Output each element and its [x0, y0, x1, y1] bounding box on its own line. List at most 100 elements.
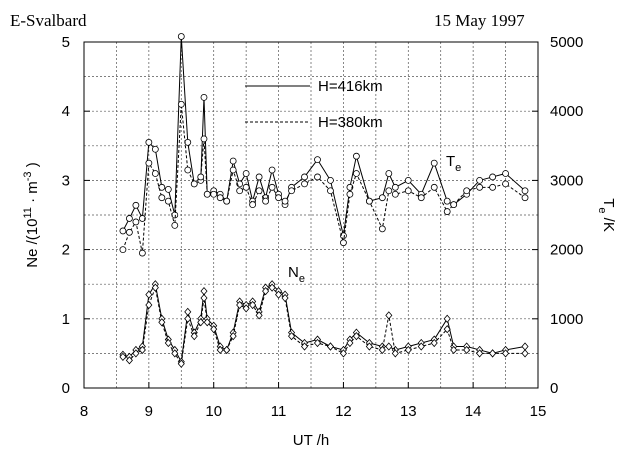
y2-axis-label: Te /K: [596, 198, 617, 232]
marker: [223, 345, 231, 355]
marker: [385, 170, 393, 177]
marker: [430, 183, 438, 191]
marker: [236, 300, 244, 310]
y2-tick-label: 1000: [550, 311, 583, 328]
marker: [281, 293, 289, 303]
marker: [476, 349, 484, 358]
x-tick-label: 15: [530, 403, 547, 420]
y2-tick-label: 0: [550, 380, 558, 397]
marker: [164, 338, 172, 348]
marker: [138, 345, 146, 355]
ne-annotation: Ne: [288, 264, 305, 285]
marker: [119, 352, 127, 361]
marker: [450, 345, 458, 355]
marker: [138, 249, 146, 257]
legend-label: H=416km: [318, 78, 383, 95]
marker: [417, 342, 425, 351]
marker: [502, 170, 509, 177]
marker: [288, 187, 295, 195]
marker: [190, 331, 198, 341]
marker: [352, 152, 360, 160]
marker: [184, 307, 192, 316]
marker: [197, 318, 205, 327]
marker: [229, 331, 237, 341]
marker: [378, 194, 386, 202]
marker: [346, 338, 354, 348]
series-line: [122, 36, 526, 236]
marker: [521, 187, 529, 195]
marker: [216, 194, 224, 202]
marker: [200, 93, 208, 101]
x-tick-label: 10: [205, 403, 222, 420]
marker: [327, 187, 334, 195]
marker: [255, 173, 263, 181]
marker: [476, 176, 484, 184]
marker: [300, 342, 309, 351]
marker: [242, 304, 250, 313]
marker: [184, 314, 192, 323]
marker: [430, 159, 438, 167]
marker: [443, 325, 451, 334]
marker: [255, 187, 263, 195]
y-tick-label: 0: [62, 380, 70, 397]
marker: [151, 145, 159, 153]
marker: [242, 183, 250, 191]
marker: [326, 342, 334, 351]
marker: [158, 194, 166, 202]
marker: [177, 359, 185, 368]
y-tick-label: 5: [62, 34, 70, 51]
marker: [119, 227, 127, 235]
marker: [391, 349, 399, 358]
marker: [489, 183, 497, 191]
marker: [125, 228, 133, 236]
marker: [521, 194, 529, 202]
marker: [184, 166, 192, 174]
x-tick-label: 14: [465, 403, 482, 420]
marker: [340, 232, 347, 240]
marker: [378, 345, 386, 355]
marker: [443, 197, 451, 205]
marker: [378, 225, 386, 233]
x-axis-label: UT /h: [293, 432, 329, 449]
marker: [262, 197, 270, 205]
marker: [145, 159, 153, 167]
marker: [125, 356, 133, 365]
y-tick-label: 1: [62, 311, 70, 328]
y2-tick-label: 3000: [550, 172, 583, 189]
marker: [132, 201, 140, 209]
marker: [249, 201, 257, 209]
marker: [145, 290, 153, 299]
marker: [190, 180, 198, 188]
marker: [125, 215, 133, 222]
marker: [314, 173, 321, 181]
marker: [210, 325, 218, 334]
marker: [200, 293, 208, 303]
marker: [346, 190, 354, 198]
marker: [171, 221, 179, 229]
marker: [521, 342, 529, 351]
y-tick-label: 3: [62, 172, 70, 189]
marker: [177, 100, 185, 108]
marker: [385, 311, 393, 320]
x-tick-label: 9: [145, 403, 153, 420]
marker: [275, 194, 282, 202]
x-tick-label: 12: [335, 403, 352, 420]
marker: [223, 197, 231, 205]
y-axis-label: Ne /(1011 · m-3 ): [22, 162, 41, 267]
marker: [145, 138, 153, 146]
y2-tick-label: 5000: [550, 34, 583, 51]
marker: [385, 342, 393, 351]
series-line: [122, 285, 526, 366]
marker: [145, 300, 153, 310]
marker: [249, 300, 257, 310]
marker: [216, 345, 224, 355]
marker: [463, 345, 471, 355]
marker: [236, 187, 244, 195]
marker: [275, 290, 283, 299]
y2-tick-label: 2000: [550, 242, 583, 259]
marker: [164, 197, 172, 205]
marker: [352, 331, 360, 341]
marker: [404, 187, 412, 195]
marker: [314, 156, 321, 164]
